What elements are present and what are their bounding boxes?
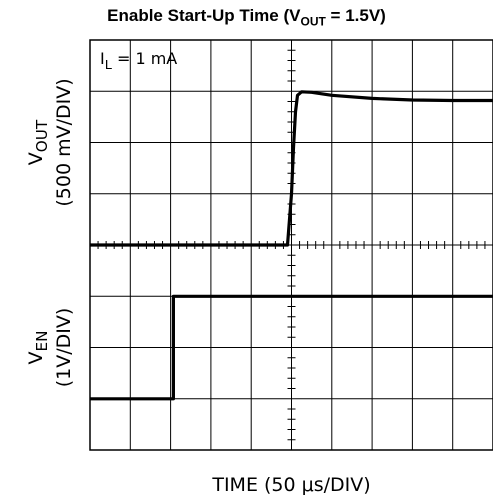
traces: [90, 90, 493, 401]
lower-trace-line: [90, 294, 493, 401]
load-current-annotation: IL = 1 mA: [100, 49, 177, 73]
time-axis-label: TIME (50 μs/DIV): [211, 474, 370, 496]
title-prefix: Enable Start-Up Time (V: [107, 6, 301, 25]
ven-axis-label: VEN: [25, 331, 51, 365]
title-subscript: OUT: [300, 14, 326, 29]
vout-axis-units: (500 mV/DIV): [53, 78, 75, 206]
labels: IL = 1 mA VOUT (500 mV/DIV) VEN (1V/DIV) TIME…: [25, 49, 371, 496]
upper-trace-line: [90, 90, 493, 247]
ven-axis-units: (1V/DIV): [53, 308, 75, 388]
title-suffix: = 1.5V): [325, 6, 386, 25]
vout-axis-label: VOUT: [25, 119, 51, 165]
chart-title: Enable Start-Up Time (VOUT = 1.5V): [0, 6, 493, 28]
